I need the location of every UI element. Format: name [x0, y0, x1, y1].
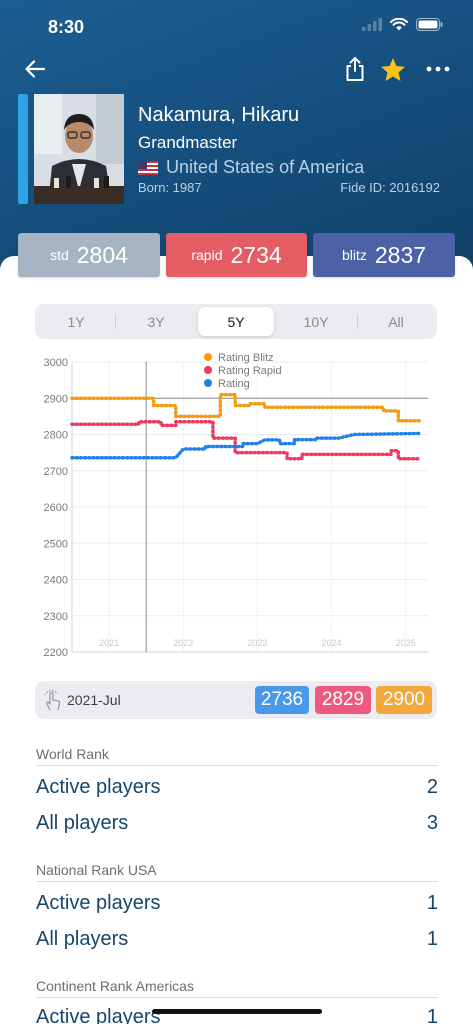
row-value: 1 [426, 892, 438, 914]
x-tick-label: 2023 [247, 638, 267, 648]
y-tick-label: 2700 [44, 466, 68, 478]
nav-bar [0, 56, 473, 86]
x-tick-label: 2025 [396, 638, 416, 648]
player-country: United States of America [138, 157, 364, 178]
std-rating-box: std 2804 [18, 233, 160, 277]
selected-blitz-badge: 2900 [376, 686, 432, 714]
x-tick-label: 2021 [99, 638, 119, 648]
player-born: Born: 1987 [138, 180, 202, 195]
blitz-rating-value: 2837 [374, 241, 427, 268]
favorite-star-icon[interactable] [379, 56, 407, 84]
share-icon[interactable] [343, 56, 367, 82]
status-time: 8:30 [48, 17, 85, 37]
legend-marker-2 [204, 379, 212, 387]
section-title-world-rank: World Rank [36, 746, 109, 762]
range-tab-10y[interactable]: 10Y [303, 313, 329, 330]
status-bar: 8:30 [0, 0, 473, 54]
series-line-2 [70, 431, 423, 460]
player-title: Grandmaster [138, 133, 238, 152]
y-tick-label: 2900 [44, 393, 68, 405]
row-value: 2 [426, 776, 438, 798]
cellular-signal-icon [362, 18, 382, 31]
content-card [0, 256, 473, 1024]
rating-chart-svg[interactable]: 2200 2300 2400 2500 2600 2700 2800 2900 3000 2021… [0, 348, 473, 668]
list-item[interactable]: All players 3 [36, 812, 438, 842]
status-icons [362, 18, 443, 31]
wifi-icon [390, 18, 408, 31]
std-rating-value: 2804 [76, 241, 128, 268]
rapid-rating-value: 2734 [230, 241, 282, 268]
row-label: All players [36, 928, 129, 950]
battery-icon [416, 18, 443, 31]
range-tab-3y[interactable]: 3Y [147, 313, 165, 330]
y-tick-label: 2200 [44, 647, 68, 659]
selected-rapid-badge: 2829 [315, 686, 371, 714]
range-tab-all[interactable]: All [388, 313, 404, 330]
y-tick-label: 2400 [44, 575, 68, 587]
section-title-national-rank: National Rank USA [36, 862, 157, 878]
section-divider [36, 881, 438, 882]
rating-history-chart[interactable]: 2200 2300 2400 2500 2600 2700 2800 2900 3000 2021… [0, 348, 473, 668]
x-tick-label: 2022 [173, 638, 193, 648]
list-item[interactable]: Active players 2 [36, 776, 438, 806]
back-arrow-icon[interactable] [22, 56, 48, 82]
y-tick-label: 2500 [44, 538, 68, 550]
legend-label-0: Rating Blitz [218, 352, 274, 364]
row-value: 1 [426, 1006, 438, 1024]
section-divider [36, 765, 438, 766]
legend-marker-0 [204, 353, 212, 361]
tap-hand-icon [44, 689, 61, 711]
y-tick-label: 3000 [44, 357, 68, 369]
list-item[interactable]: All players 1 [36, 928, 438, 958]
list-item[interactable]: Active players 1 [36, 892, 438, 922]
segment-divider [115, 314, 116, 329]
y-tick-label: 2800 [44, 430, 68, 442]
list-item[interactable]: Active players 1 [36, 1006, 438, 1024]
series-line-1 [70, 420, 423, 461]
row-value: 3 [426, 812, 438, 834]
player-name: Nakamura, Hikaru [138, 104, 300, 126]
row-label: All players [36, 812, 129, 834]
range-tab-5y[interactable]: 5Y [198, 307, 274, 336]
usa-flag-icon [138, 160, 158, 175]
row-value: 1 [426, 928, 438, 950]
row-label: Active players [36, 776, 161, 798]
x-tick-label: 2024 [322, 638, 342, 648]
section-title-continent-rank: Continent Rank Americas [36, 978, 194, 994]
player-photo [34, 94, 124, 204]
profile-accent-bar [18, 94, 28, 204]
segment-divider [357, 314, 358, 329]
row-label: Active players [36, 892, 161, 914]
rapid-rating-box: rapid 2734 [166, 233, 307, 277]
section-divider [36, 997, 438, 998]
selected-point-bar: 2021-Jul 2736 2829 2900 [35, 681, 437, 719]
selected-date: 2021-Jul [67, 692, 121, 708]
legend-label-2: Rating [218, 378, 250, 390]
more-options-icon[interactable] [425, 56, 451, 82]
series-line-0 [70, 392, 423, 423]
y-tick-label: 2300 [44, 611, 68, 623]
std-rating-label: std [50, 247, 69, 263]
player-fide-id: Fide ID: 2016192 [340, 180, 440, 195]
row-label: Active players [36, 1006, 161, 1024]
home-indicator[interactable] [152, 1009, 322, 1014]
country-name: United States of America [166, 157, 365, 177]
rapid-rating-label: rapid [191, 247, 223, 263]
selected-rating-badge: 2736 [255, 686, 309, 714]
range-tab-1y[interactable]: 1Y [67, 313, 85, 330]
blitz-rating-box: blitz 2837 [313, 233, 455, 277]
legend-marker-1 [204, 366, 212, 374]
y-tick-label: 2600 [44, 502, 68, 514]
time-range-selector: 1Y 3Y 5Y 10Y All [35, 304, 437, 339]
legend-label-1: Rating Rapid [218, 365, 282, 377]
player-profile: Nakamura, Hikaru Grandmaster United Stat… [18, 94, 458, 206]
blitz-rating-label: blitz [341, 247, 367, 263]
